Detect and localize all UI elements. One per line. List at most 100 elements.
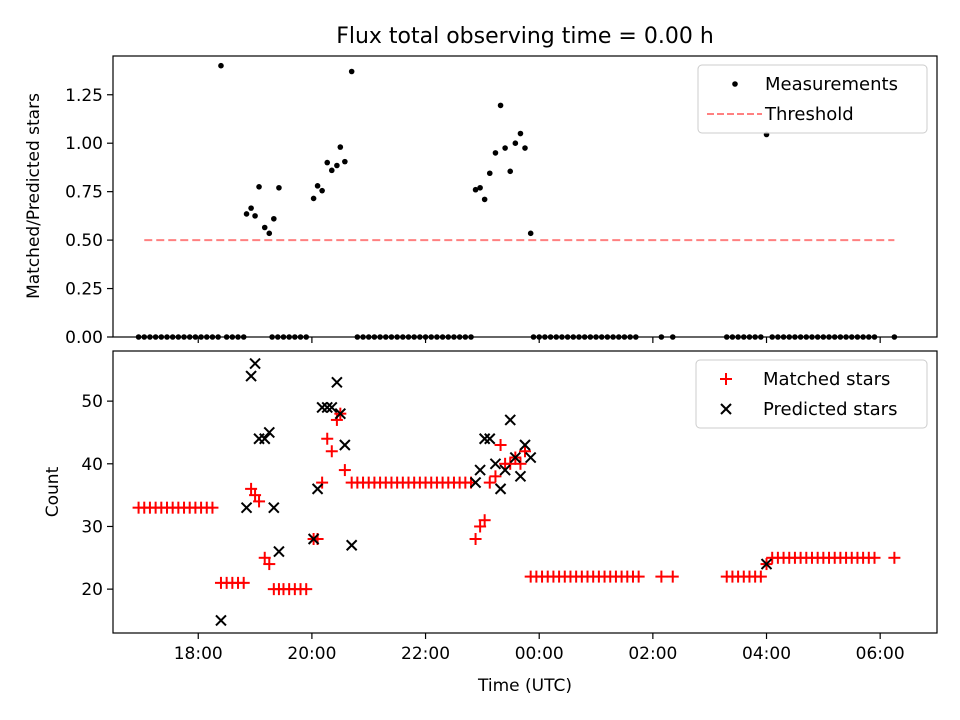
count-legend-box (695, 359, 928, 429)
count-x-tick-label: 06:00 (856, 644, 905, 664)
matched-stars-point (504, 457, 517, 470)
matched-stars-point (258, 551, 271, 564)
measurements-point (486, 170, 493, 177)
matched-stars-point (338, 464, 351, 477)
measurements-point (492, 150, 499, 156)
measurements-point (261, 224, 268, 231)
ratio-y-tick-label: 0.25 (65, 280, 103, 300)
count-x-ticks: 18:00 20:00 22:00 00:00 02:00 04:00 06:00 (174, 633, 905, 664)
count-marks (132, 357, 901, 627)
predicted-stars-point (334, 407, 347, 420)
matched-stars-point (655, 570, 668, 583)
measurements-point (256, 184, 262, 190)
count-legend: Matched stars Predicted stars (695, 359, 928, 429)
ratio-x-ticks (197, 337, 881, 343)
ratio-y-tick-label: 0.00 (65, 328, 103, 348)
predicted-stars-point (484, 433, 496, 445)
x-axis-label: Time (UTC) (477, 676, 572, 696)
legend-marker-predicted-stars (720, 403, 732, 415)
count-y-tick-label: 50 (81, 392, 103, 412)
matched-stars-point (888, 551, 901, 564)
ratio-y-tick-label: 0.75 (65, 183, 103, 203)
measurements-point (248, 205, 254, 211)
ratio-panel: 0.00 0.25 0.50 0.75 1.00 1.25 Matched/Predict… (24, 55, 938, 348)
measurements-point (310, 195, 317, 202)
predicted-stars-point (509, 451, 522, 464)
count-x-tick-label: 00:00 (515, 644, 564, 664)
matched-stars-point (514, 457, 527, 470)
measurements-point (252, 213, 258, 219)
matched-stars-point (666, 570, 679, 583)
measurements-point (517, 130, 524, 137)
measurements-point (324, 159, 331, 166)
matched-stars-point (469, 533, 482, 545)
legend-marker-measurements (732, 81, 738, 87)
count-y-tick-label: 20 (81, 580, 103, 600)
measurements-point (328, 167, 335, 174)
predicted-stars-point (504, 414, 516, 426)
measurements-point (502, 145, 508, 151)
predicted-stars-point (499, 464, 511, 476)
count-x-tick-label: 02:00 (628, 644, 677, 664)
predicted-stars-point (249, 357, 261, 370)
matched-stars-point (519, 445, 531, 458)
matched-stars-point (489, 470, 502, 483)
count-y-axis-label: Count (43, 466, 63, 517)
predicted-stars-point (316, 401, 328, 414)
measurements-point (527, 230, 534, 237)
matched-stars-point (253, 495, 266, 508)
measurements-point (507, 168, 514, 175)
count-panel: 18:00 20:00 22:00 00:00 02:00 04:00 06:00 20 30… (43, 350, 938, 696)
measurements-point (271, 215, 277, 222)
measurements-point (276, 184, 282, 191)
figure-title: Flux total observing time = 0.00 h (336, 24, 714, 49)
predicted-stars-point (245, 370, 257, 382)
count-x-tick-label: 18:00 (174, 644, 223, 664)
count-x-tick-label: 20:00 (287, 644, 336, 664)
ratio-legend-box (697, 64, 928, 134)
matched-stars-point (316, 476, 329, 489)
measurements-point (522, 145, 528, 151)
predicted-stars-point (263, 426, 275, 439)
predicted-stars-point (469, 476, 482, 489)
matched-stars-point (754, 570, 767, 583)
legend-marker-matched-stars (720, 373, 732, 385)
predicted-stars-point (273, 545, 285, 558)
predicted-stars-point (321, 401, 333, 414)
measurements-point (348, 68, 355, 75)
matched-stars-point (325, 445, 338, 458)
predicted-stars-point (331, 376, 343, 389)
legend-label-matched-stars: Matched stars (763, 369, 890, 390)
predicted-stars-point (514, 470, 527, 483)
predicted-stars-point (215, 614, 227, 627)
matched-stars-point (263, 558, 276, 571)
measurements-point (342, 158, 348, 165)
predicted-stars-point (268, 501, 280, 514)
matched-stars-point (494, 439, 507, 451)
predicted-stars-point (478, 433, 491, 445)
count-axes-frame (112, 350, 938, 634)
matched-stars-point (868, 551, 881, 564)
matched-stars-point (237, 576, 250, 589)
measurements-point (481, 196, 488, 203)
measurements-point (472, 186, 479, 193)
predicted-stars-point (524, 451, 537, 464)
predicted-stars-point (307, 533, 320, 545)
matched-stars-point (245, 482, 258, 495)
predicted-stars-point (474, 464, 486, 476)
predicted-stars-point (311, 483, 324, 495)
count-x-tick-label: 22:00 (401, 644, 450, 664)
matched-stars-point (249, 489, 262, 502)
predicted-stars-point (760, 558, 773, 570)
ratio-legend: Measurements Threshold (697, 64, 928, 134)
predicted-stars-point (345, 539, 358, 551)
matched-stars-point (321, 432, 334, 445)
ratio-y-axis-label: Matched/Predicted stars (24, 93, 44, 299)
legend-label-threshold: Threshold (764, 104, 854, 125)
count-y-ticks: 20 30 40 50 (81, 392, 113, 600)
measurements-point (497, 102, 504, 109)
ratio-axes-frame (112, 55, 938, 338)
matched-stars-point (206, 501, 219, 514)
measurements-point (512, 140, 519, 147)
